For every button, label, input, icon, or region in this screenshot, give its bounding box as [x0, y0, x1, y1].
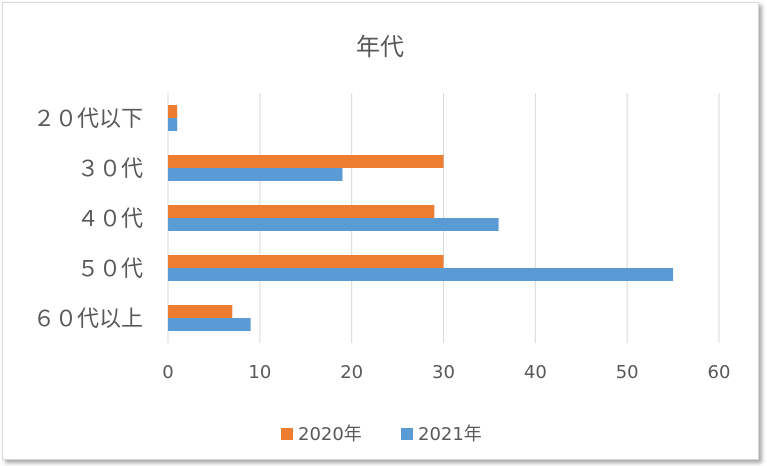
category-label: ５０代: [77, 257, 143, 282]
bar-2020年-４０代: [168, 205, 435, 218]
legend: 2020年 2021年: [281, 424, 482, 445]
bar-2021年-５０代: [168, 268, 674, 281]
category-label: ６０代以上: [33, 307, 143, 332]
x-tick-label: 60: [708, 362, 731, 383]
category-label: ２０代以下: [33, 107, 143, 132]
bar-2020年-２０代以下: [168, 105, 178, 118]
bar-2020年-３０代: [168, 155, 444, 168]
legend-swatch: [401, 428, 413, 440]
x-tick-label: 0: [162, 362, 173, 383]
chart-title: 年代: [356, 33, 404, 61]
bars: [168, 105, 674, 331]
x-tick-labels: 0 10 20 30 40 50 60: [162, 362, 730, 383]
legend-label: 2020年: [298, 424, 362, 445]
x-tick-label: 50: [616, 362, 639, 383]
bar-2021年-４０代: [168, 218, 499, 231]
bar-2021年-３０代: [168, 168, 343, 181]
chart-frame: 年代 ２０代以下 ３０代 ４０代 ５０代 ６０代以上 0 10 20 30 40 50 60 202…: [2, 2, 759, 460]
category-label: ３０代: [77, 157, 143, 182]
bar-chart: 年代 ２０代以下 ３０代 ４０代 ５０代 ６０代以上 0 10 20 30 40 50 60 202…: [33, 33, 730, 445]
category-labels: ２０代以下 ３０代 ４０代 ５０代 ６０代以上: [33, 107, 143, 332]
bar-2021年-６０代以上: [168, 318, 251, 331]
x-tick-label: 10: [248, 362, 271, 383]
legend-label: 2021年: [418, 424, 482, 445]
legend-swatch: [281, 428, 293, 440]
x-tick-label: 30: [432, 362, 455, 383]
bar-2021年-２０代以下: [168, 118, 178, 131]
bar-2020年-５０代: [168, 255, 444, 268]
x-tick-label: 20: [340, 362, 363, 383]
bar-2020年-６０代以上: [168, 305, 233, 318]
category-label: ４０代: [77, 207, 143, 232]
x-tick-label: 40: [524, 362, 547, 383]
